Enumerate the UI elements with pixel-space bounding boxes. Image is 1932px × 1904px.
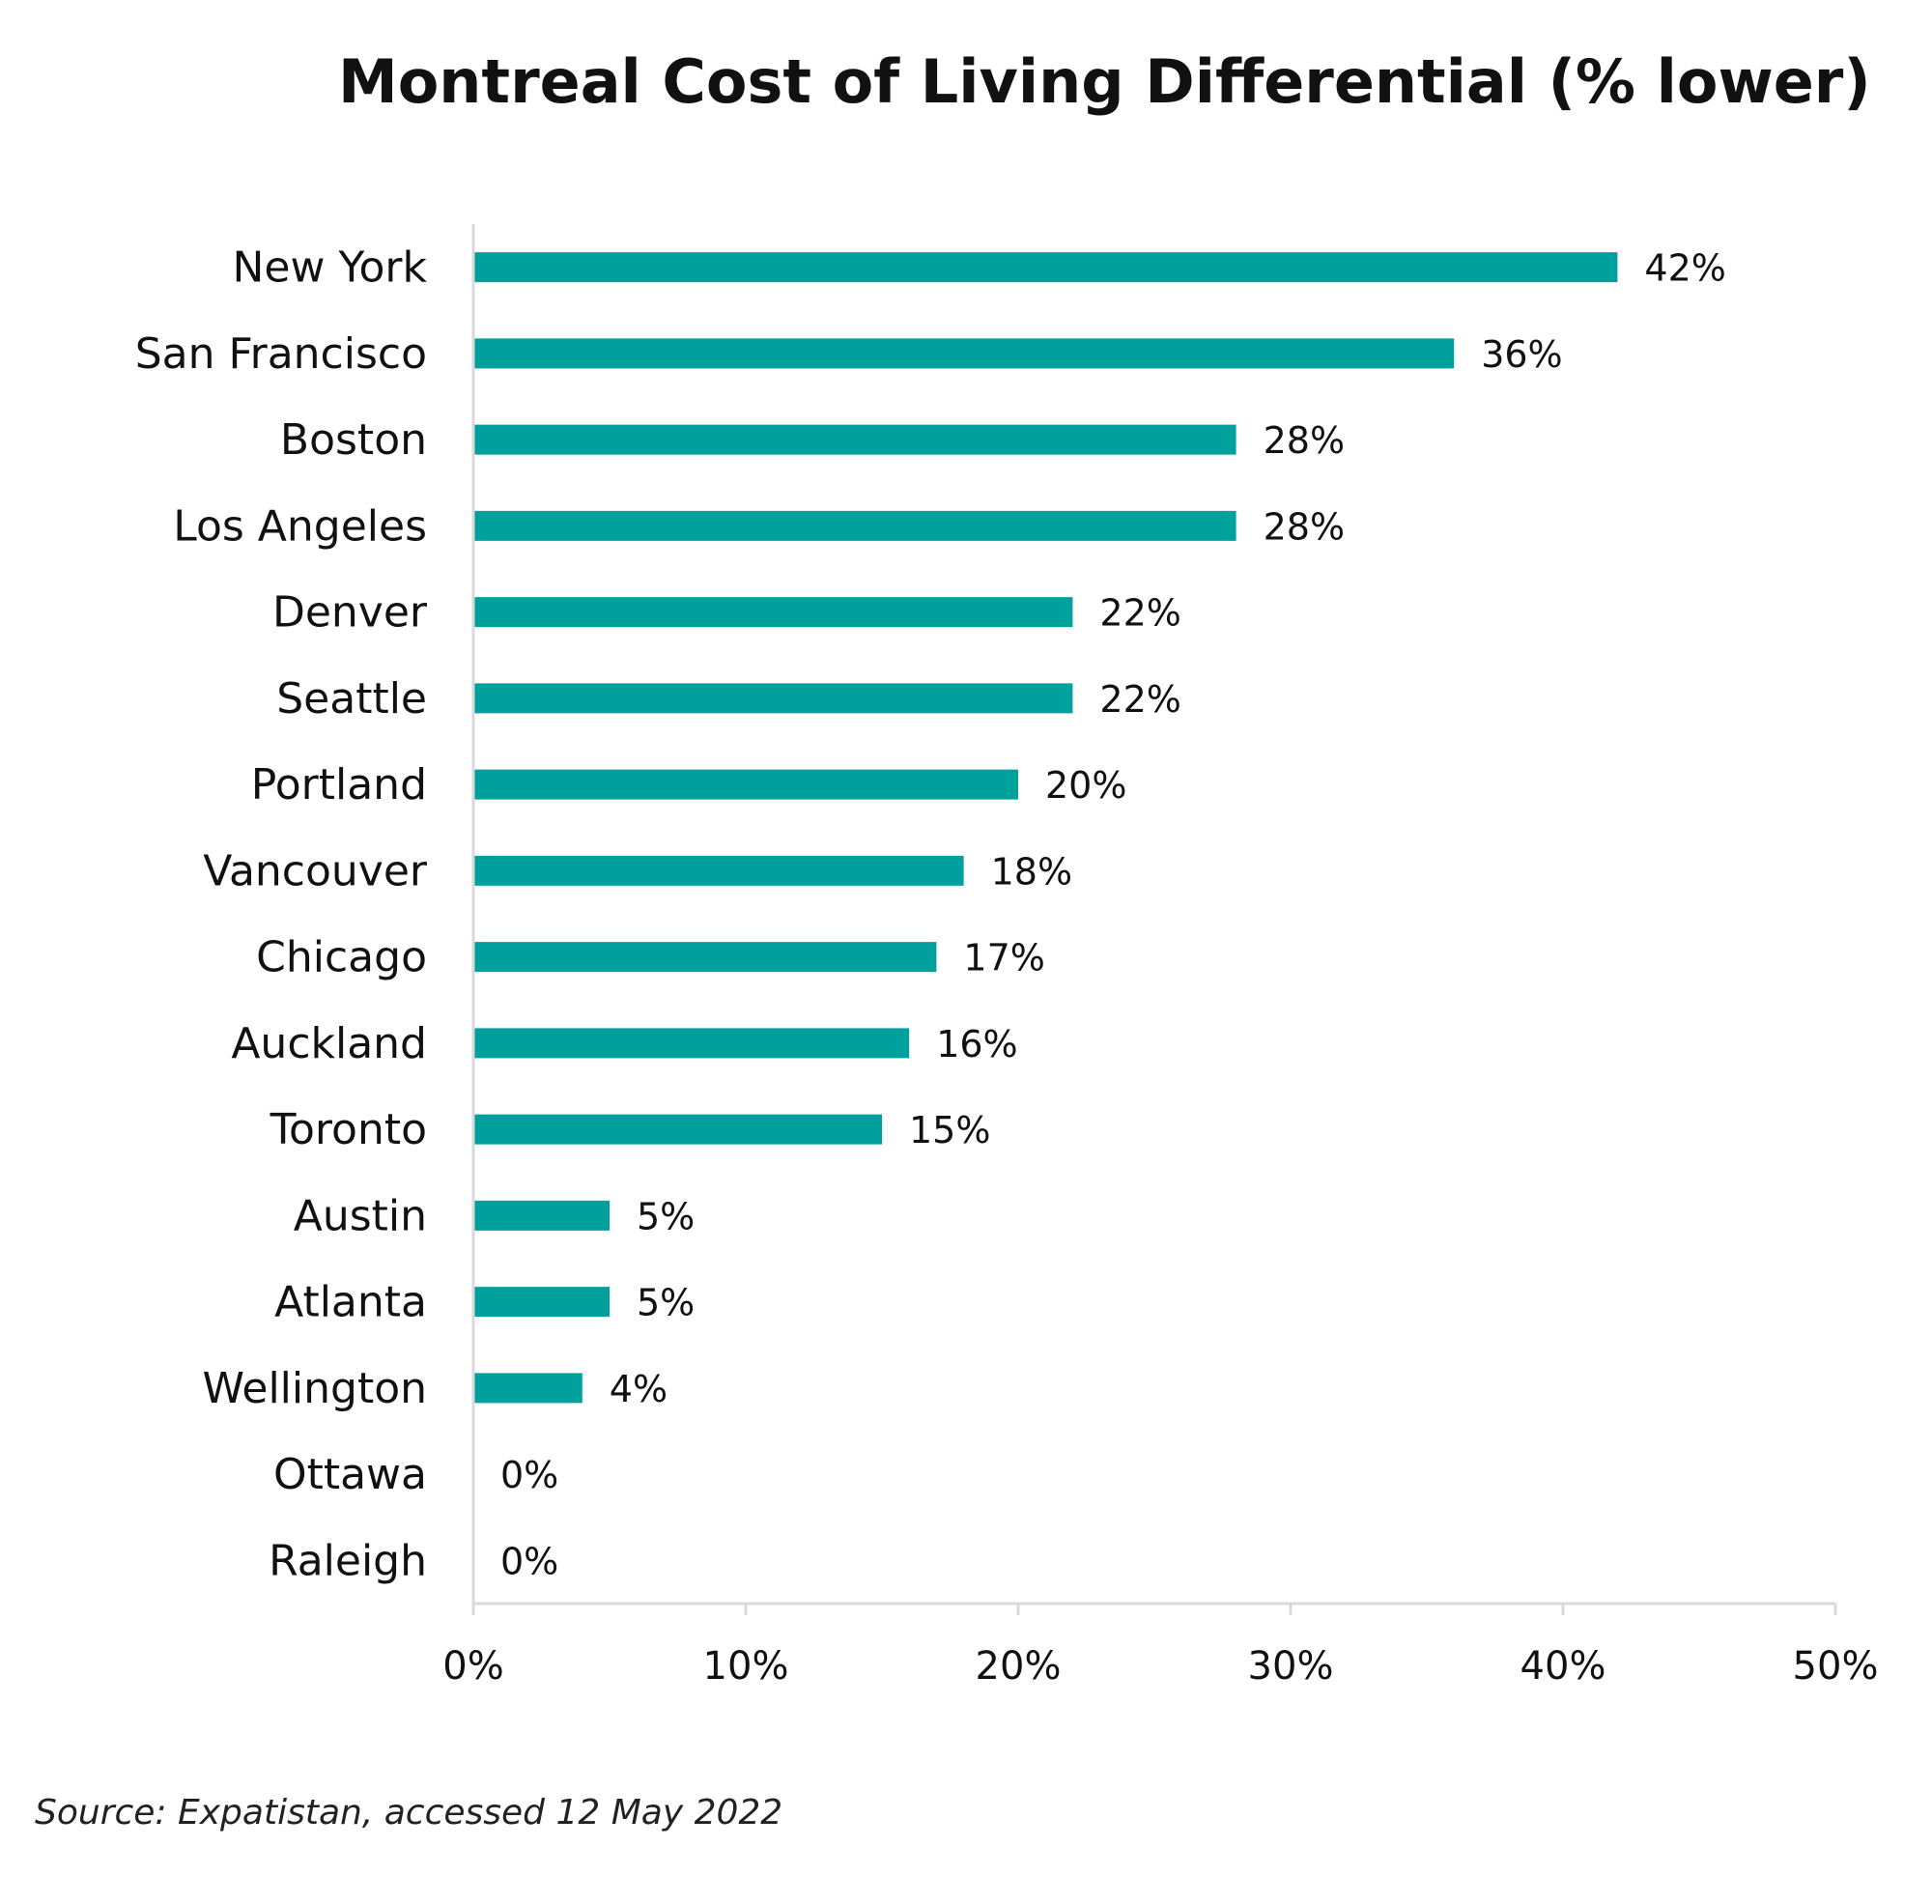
category-label: Toronto [270, 1105, 427, 1154]
chart-title: Montreal Cost of Living Differential (% … [338, 46, 1871, 117]
bar-boston [473, 424, 1236, 455]
category-label: San Francisco [135, 329, 427, 379]
category-label: Ottawa [273, 1450, 427, 1499]
category-label: Los Angeles [173, 501, 427, 551]
x-tick-labels: 0% 10% 20% 30% 40% 50% [442, 1644, 1878, 1689]
data-label: 15% [909, 1109, 990, 1151]
bar-los-angeles [473, 510, 1236, 541]
category-label: Seattle [276, 674, 427, 724]
bar-new-york [473, 252, 1618, 283]
category-label: Raleigh [269, 1536, 427, 1585]
data-label: 0% [500, 1454, 558, 1496]
category-label: Auckland [231, 1019, 427, 1068]
bar-austin [473, 1200, 610, 1231]
bar-vancouver [473, 855, 964, 886]
x-tick-label: 10% [703, 1644, 789, 1689]
category-label: Atlanta [274, 1278, 427, 1327]
category-label: New York [233, 243, 428, 293]
category-label: Denver [272, 588, 428, 638]
data-label: 18% [991, 850, 1072, 893]
category-labels: New York San Francisco Boston Los Angeles De… [135, 243, 428, 1586]
bar-denver [473, 597, 1073, 628]
bar-san-francisco [473, 338, 1455, 369]
bars-group [473, 252, 1618, 1404]
x-tick-label: 40% [1520, 1644, 1606, 1689]
data-labels: 42% 36% 28% 28% 22% 22% 20% 18% 17% 16% 15% 5% 5% 4% 0… [500, 247, 1726, 1583]
bar-chicago [473, 942, 937, 973]
category-label: Chicago [256, 933, 427, 982]
data-label: 5% [637, 1282, 695, 1324]
category-label: Boston [280, 415, 427, 465]
x-tick-label: 0% [442, 1644, 503, 1689]
bar-toronto [473, 1114, 882, 1145]
bar-portland [473, 769, 1018, 800]
data-label: 28% [1264, 505, 1345, 548]
bar-wellington [473, 1373, 582, 1404]
data-label: 36% [1481, 333, 1562, 376]
x-tick-label: 30% [1248, 1644, 1334, 1689]
category-label: Wellington [202, 1364, 427, 1413]
x-tick-label: 50% [1793, 1644, 1879, 1689]
data-label: 4% [610, 1368, 668, 1410]
bar-atlanta [473, 1287, 610, 1318]
bar-chart: New York San Francisco Boston Los Angeles De… [135, 224, 1878, 1689]
bar-seattle [473, 683, 1073, 714]
data-label: 17% [963, 937, 1044, 980]
data-label: 42% [1644, 247, 1725, 290]
source-note: Source: Expatistan, accessed 12 May 2022 [35, 1793, 783, 1833]
data-label: 0% [500, 1540, 558, 1582]
data-label: 22% [1099, 592, 1180, 635]
data-label: 22% [1099, 678, 1180, 721]
data-label: 16% [936, 1023, 1017, 1066]
category-label: Vancouver [203, 846, 428, 895]
data-label: 5% [637, 1195, 695, 1237]
x-tick-label: 20% [976, 1644, 1062, 1689]
data-label: 28% [1264, 419, 1345, 462]
category-label: Portland [251, 760, 427, 810]
category-label: Austin [294, 1191, 427, 1240]
bar-auckland [473, 1028, 910, 1059]
axes [471, 224, 1837, 1615]
data-label: 20% [1045, 764, 1126, 807]
